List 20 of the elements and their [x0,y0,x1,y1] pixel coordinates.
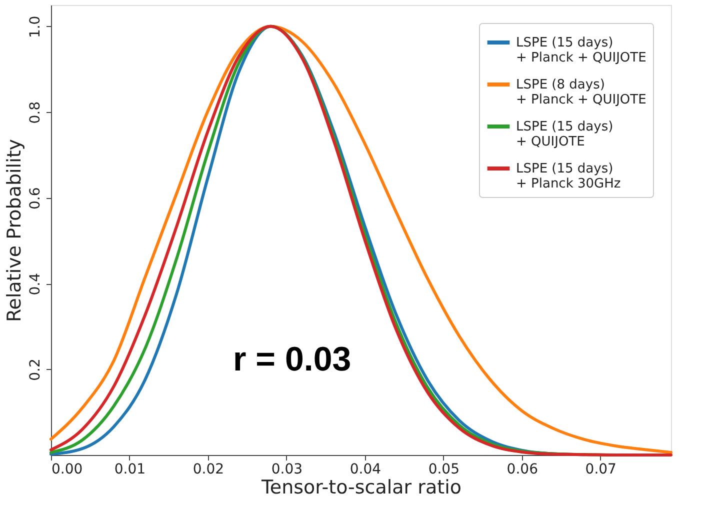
y-tick-label: 0.4 [28,272,44,296]
x-tick-label: 0.02 [192,462,224,478]
x-tick-label: 0.06 [506,462,538,478]
x-tick-label: 0.07 [585,462,616,478]
x-tick-label: 0.01 [114,462,146,478]
legend-label: LSPE (15 days) + QUIJOTE [516,120,614,150]
x-tick-label: 0.05 [428,462,460,478]
legend-label: LSPE (8 days) + Planck + QUIJOTE [516,78,646,108]
x-tick-label: 0.04 [350,462,382,478]
y-axis-title: Relative Probability [4,138,26,322]
y-tick-label: 1.0 [28,16,44,38]
x-tick-label: 0.03 [271,462,303,478]
legend-label: LSPE (15 days) + Planck + QUIJOTE [516,36,646,66]
annotation: r = 0.03 [233,340,352,378]
x-axis-title: Tensor-to-scalar ratio [260,476,462,498]
y-tick-label: 0.8 [28,102,44,124]
legend-label: LSPE (15 days) + Planck 30GHz [516,162,621,192]
x-tick-label: 0.00 [52,462,83,478]
y-tick-label: 0.2 [28,358,44,381]
y-tick-label: 0.6 [28,187,44,210]
